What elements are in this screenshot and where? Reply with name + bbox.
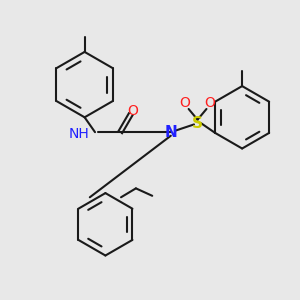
Text: O: O — [180, 96, 190, 110]
Text: O: O — [205, 96, 215, 110]
Text: O: O — [128, 104, 139, 118]
Text: NH: NH — [68, 127, 89, 141]
Text: N: N — [164, 125, 177, 140]
Text: S: S — [192, 116, 203, 131]
